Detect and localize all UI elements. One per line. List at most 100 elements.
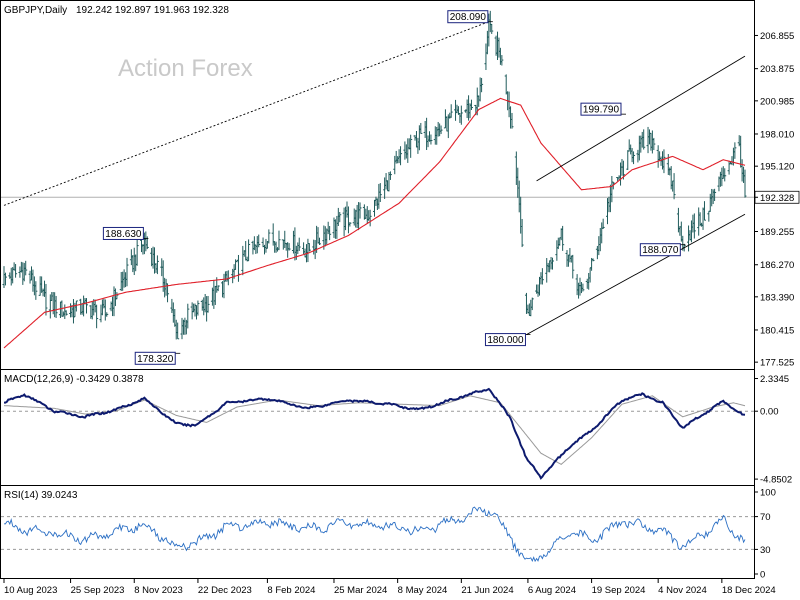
price-bar	[24, 260, 28, 276]
price-annotation: 208.090	[447, 10, 493, 24]
macd-tick-label: 2.3345	[760, 374, 789, 385]
price-bar	[135, 235, 139, 266]
price-bar	[692, 213, 696, 239]
rsi-tick-label: 100	[760, 488, 776, 499]
rsi-tick-label: 30	[760, 545, 771, 556]
date-tick-label: 8 May 2024	[398, 585, 448, 596]
price-bar	[480, 77, 484, 93]
rsi-title: RSI(14) 39.0243	[4, 490, 78, 501]
macd-panel	[0, 369, 755, 486]
price-bar	[409, 134, 413, 158]
price-bar	[429, 134, 433, 145]
price-bar	[743, 169, 747, 198]
price-annotation: 199.790	[580, 102, 626, 116]
annotation-box	[639, 243, 681, 257]
price-tick-label: 183.390	[760, 292, 794, 303]
ohlc-values: 192.242 192.897 191.963 192.328	[76, 5, 229, 16]
price-bar	[84, 298, 88, 314]
price-bar	[64, 310, 68, 316]
annotation-box	[134, 351, 176, 365]
price-bar	[713, 188, 717, 202]
date-tick-label: 6 Aug 2024	[528, 585, 576, 596]
price-bar	[318, 237, 322, 245]
price-tick-label: 186.270	[760, 260, 794, 271]
annotation-value: 188.630	[105, 229, 142, 240]
date-tick-label: 18 Dec 2024	[722, 585, 776, 596]
price-bar	[166, 283, 170, 303]
rsi-line	[3, 506, 746, 563]
price-tick-label: 198.010	[760, 129, 794, 140]
price-bar	[632, 151, 636, 165]
price-bar	[662, 149, 666, 174]
price-bar	[14, 264, 18, 278]
annotation-box	[484, 333, 526, 347]
price-bar	[125, 257, 129, 287]
price-bar	[358, 202, 362, 219]
axis-layer: 206.855 203.875 200.985 198.010 195.120 192.3…	[3, 31, 800, 596]
price-bar	[54, 295, 58, 319]
price-bar	[328, 226, 332, 241]
price-bar	[601, 218, 605, 229]
date-tick-label: 4 Nov 2024	[658, 585, 707, 596]
price-bar	[74, 300, 78, 312]
price-annotation: 180.000	[484, 333, 531, 347]
price-bar	[378, 183, 382, 203]
price-tick-label: 206.855	[760, 31, 794, 42]
price-bar	[287, 243, 291, 251]
trendline-solid	[526, 213, 746, 335]
price-bar	[672, 173, 676, 200]
price-bar	[439, 125, 443, 135]
price-bar	[348, 222, 352, 227]
price-bar	[399, 146, 403, 166]
price-bar	[571, 254, 575, 279]
price-bar	[723, 168, 727, 182]
price-bar	[490, 23, 494, 34]
annotation-value: 178.320	[137, 354, 174, 365]
macd-tick-label: -4.8502	[760, 475, 792, 486]
price-tick-label: 203.875	[760, 64, 794, 75]
price-bar	[449, 104, 453, 118]
price-bar	[520, 218, 524, 248]
annotation-value: 180.000	[487, 335, 524, 346]
price-bar	[591, 258, 595, 262]
macd-title: MACD(12,26,9) -0.3429 0.3878	[4, 374, 144, 385]
price-bar	[702, 201, 706, 221]
price-bar	[510, 112, 514, 129]
date-tick-label: 8 Feb 2024	[267, 585, 315, 596]
price-bar	[642, 129, 646, 150]
macd-layer	[1, 387, 754, 480]
price-layer: 208.090 199.790 188.630 178.320 188.070 180.0…	[1, 10, 754, 365]
price-bar	[388, 171, 392, 180]
date-tick-label: 8 Nov 2023	[134, 585, 183, 596]
price-bar	[44, 283, 48, 316]
symbol-label: GBPJPY,Daily	[4, 5, 67, 16]
price-bar	[419, 122, 423, 134]
current-price-label: 192.328	[760, 193, 794, 204]
trendline-solid	[536, 55, 746, 182]
macd-line	[4, 387, 746, 480]
price-bar	[196, 300, 200, 316]
price-panel	[0, 0, 755, 370]
price-bar	[469, 99, 473, 111]
price-bar	[652, 137, 656, 151]
price-bar	[257, 234, 261, 248]
macd-tick-label: 0.00	[760, 407, 779, 418]
annotation-box	[580, 102, 622, 116]
price-bar	[368, 209, 372, 227]
price-tick-label: 189.255	[760, 227, 794, 238]
price-tick-label: 180.415	[760, 325, 794, 336]
price-bar	[530, 297, 534, 311]
price-bar	[561, 225, 565, 251]
rsi-layer	[1, 506, 754, 563]
price-bar	[247, 239, 251, 262]
price-annotation: 178.320	[134, 351, 181, 365]
price-bar	[500, 55, 504, 66]
price-bar	[34, 281, 38, 300]
rsi-panel	[0, 485, 755, 579]
price-annotation: 188.630	[102, 226, 149, 240]
price-bar	[186, 303, 190, 329]
price-bar	[206, 295, 210, 313]
annotation-box	[102, 226, 144, 240]
price-annotation: 188.070	[639, 243, 686, 257]
price-bar	[95, 304, 99, 329]
